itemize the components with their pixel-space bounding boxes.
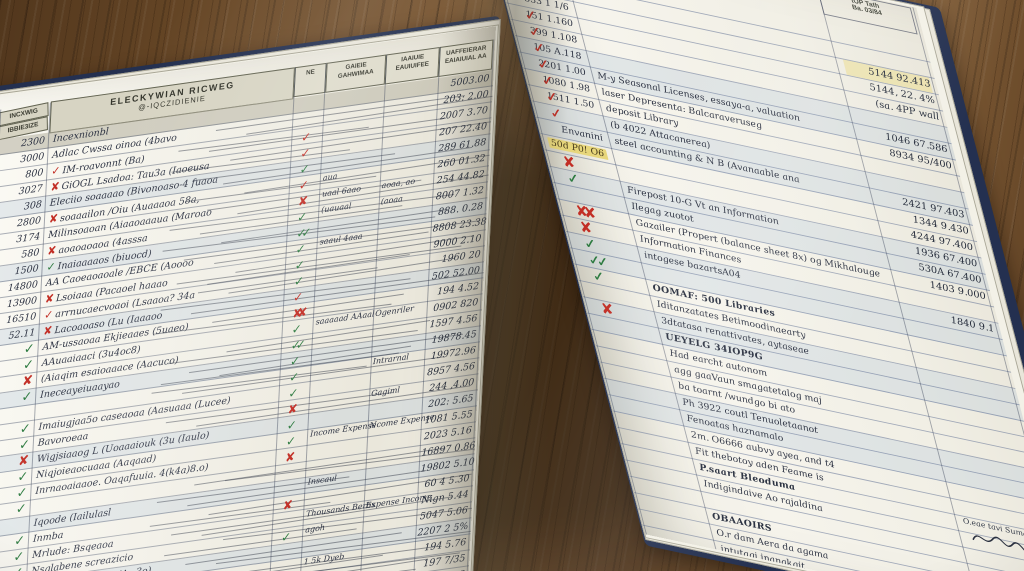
cross-icon: ✘: [48, 211, 59, 226]
signature-scribble: [970, 522, 1024, 571]
cross-icon: ✓: [51, 163, 61, 178]
check-icon: ✓: [13, 549, 25, 566]
check-icon: ✓: [15, 501, 27, 518]
left-ledger-rows: 2300 Incexnionbl 5003.00 3000 Adlac Cwssa oi…: [0, 70, 496, 571]
check-icon: ✓: [16, 485, 28, 502]
check-icon: ✓: [22, 357, 35, 374]
column-header-ne: NE: [293, 62, 327, 98]
check-icon: ✓: [46, 259, 57, 274]
cross-icon: ✘: [21, 373, 34, 390]
check-icon: ✓: [17, 469, 29, 486]
description-text: Inmba: [32, 529, 64, 545]
cross-icon: ✘: [47, 243, 57, 258]
cross-icon: ✘: [43, 323, 53, 338]
check-icon: ✓: [13, 533, 26, 550]
ledger-row: Indigindaive Ao rajaldina: [625, 460, 1024, 571]
cross-icon: ✓: [43, 307, 54, 322]
cross-icon: ✘: [50, 179, 61, 194]
left-page: ELECKYWIAN RICWEG @-IQCZIDIENIE INCXWIG …: [0, 26, 496, 571]
cross-icon: ✘: [17, 453, 30, 470]
check-icon: ✓: [21, 389, 33, 406]
right-page: BRAH VISIELE EY AUVILIAN tOP Tath Ba. 03…: [484, 0, 1024, 571]
check-icon: ✓: [12, 565, 24, 571]
check-icon: ✓: [18, 437, 31, 454]
cross-icon: ✘: [44, 291, 55, 306]
check-icon: ✓: [19, 421, 31, 438]
check-icon: ✓: [23, 341, 35, 358]
